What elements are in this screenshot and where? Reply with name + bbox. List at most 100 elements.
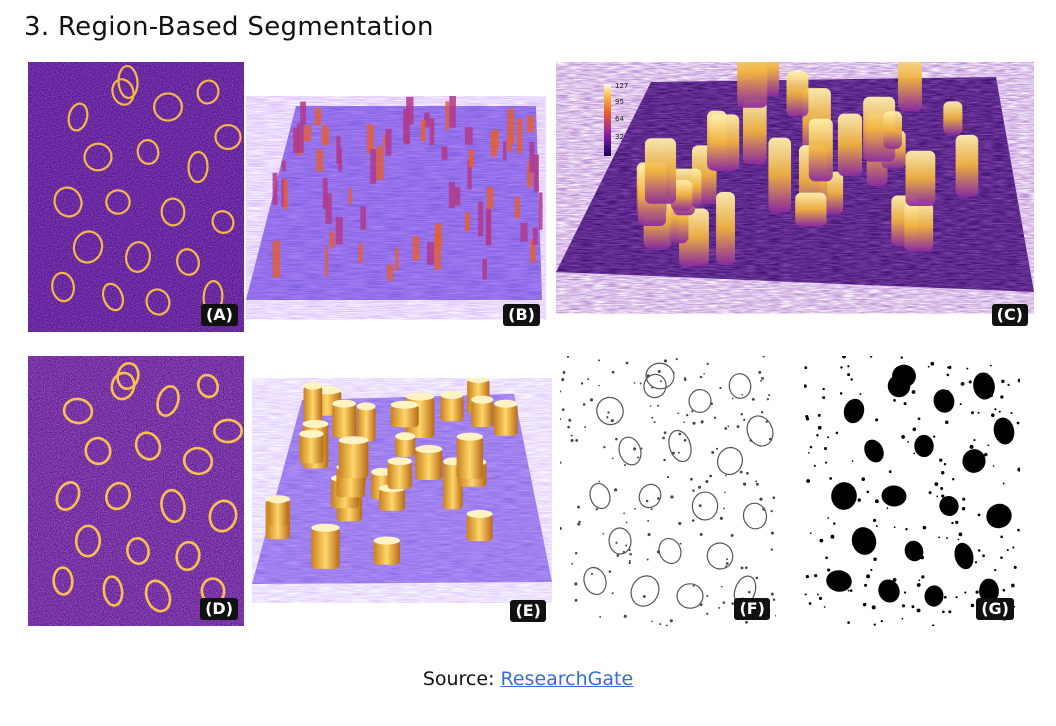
- noise-dot: [875, 525, 878, 527]
- noise-dot: [872, 518, 877, 522]
- noise-dot: [847, 373, 851, 377]
- noise-dot: [818, 596, 823, 601]
- noise-dot: [813, 464, 816, 467]
- noise-dot: [731, 602, 734, 605]
- noise-dot: [816, 433, 819, 437]
- noise-dot: [625, 544, 628, 547]
- pillar-top: [302, 419, 329, 428]
- noise-dot: [698, 485, 702, 489]
- segmented-blob: [826, 570, 852, 592]
- surface-spike: [420, 120, 426, 142]
- cell-ring: [117, 64, 139, 100]
- noise-dot: [922, 525, 927, 530]
- pillar-top: [387, 457, 412, 466]
- noise-dot: [977, 411, 980, 414]
- noise-dot: [968, 380, 972, 384]
- noise-dot: [809, 532, 812, 535]
- noise-dot: [598, 359, 601, 362]
- noise-dot: [755, 482, 759, 486]
- noise-dot: [943, 463, 947, 466]
- noise-dot: [628, 559, 631, 562]
- surface-pillar: [768, 137, 792, 213]
- panel-g-label: (G): [976, 598, 1014, 620]
- noise-dot: [847, 621, 850, 624]
- noise-dot: [901, 604, 906, 608]
- cell-ring: [62, 397, 94, 425]
- noise-dot: [606, 416, 609, 419]
- noise-dot: [987, 444, 990, 447]
- colorbar-tick: 127: [615, 82, 628, 90]
- surface-pillar: [795, 192, 827, 227]
- surface-spike: [387, 264, 394, 281]
- cell-ring: [618, 436, 642, 466]
- surface-spike: [335, 217, 343, 245]
- surface-pillar: [644, 138, 677, 204]
- surface-pillar: [716, 191, 735, 266]
- segmented-blob: [892, 364, 916, 388]
- noise-dot: [1017, 467, 1020, 472]
- noise-dot: [807, 452, 810, 454]
- surface-pillar: [466, 513, 493, 542]
- surface-pillar: [378, 488, 406, 511]
- noise-dot: [840, 366, 843, 369]
- noise-dot: [918, 579, 921, 582]
- panel-d-graphic: [28, 356, 244, 626]
- segmented-blob: [933, 389, 955, 413]
- surface-spike: [303, 125, 312, 142]
- noise-dot: [804, 593, 807, 596]
- pillar-top: [303, 381, 323, 390]
- noise-dot: [864, 583, 868, 587]
- noise-dot: [1010, 412, 1013, 415]
- noise-dot: [568, 418, 572, 422]
- surface-pillar: [390, 404, 419, 428]
- noise-dot: [888, 470, 892, 474]
- noise-dot: [921, 575, 925, 579]
- panel-d-image: (D): [28, 356, 244, 626]
- noise-dot: [927, 365, 930, 368]
- noise-dot: [615, 541, 618, 544]
- surface-pillar: [904, 202, 934, 252]
- noise-dot: [679, 542, 682, 545]
- noise-dot: [928, 491, 932, 495]
- noise-dot: [940, 487, 944, 491]
- noise-dot: [946, 373, 950, 377]
- noise-dot: [948, 610, 952, 614]
- surface-spike: [272, 240, 281, 278]
- section-heading: 3. Region-Based Segmentation: [24, 12, 434, 42]
- noise-dot: [829, 477, 833, 480]
- noise-dot: [866, 490, 870, 494]
- noise-dot: [571, 562, 574, 565]
- surface-spike: [464, 127, 473, 145]
- noise-dot: [562, 371, 566, 374]
- noise-dot: [835, 431, 839, 435]
- surface-spike: [412, 236, 420, 261]
- surface-spike: [322, 178, 328, 209]
- noise-dot: [1017, 378, 1020, 383]
- noise-dot: [692, 584, 695, 587]
- surface-spike: [325, 246, 329, 277]
- segmented-blob: [973, 372, 995, 400]
- noise-dot: [623, 512, 626, 515]
- noise-dot: [948, 365, 952, 370]
- noise-dot: [706, 612, 709, 615]
- noise-dot: [723, 507, 725, 510]
- noise-dot: [830, 534, 835, 539]
- noise-dot: [706, 362, 709, 365]
- noise-dot: [761, 376, 764, 380]
- noise-dot: [713, 416, 717, 419]
- noise-dot: [892, 577, 897, 582]
- researchgate-link[interactable]: ResearchGate: [500, 668, 634, 690]
- noise-dot: [686, 414, 689, 417]
- cell-ring: [706, 542, 734, 570]
- surface-spike: [300, 101, 306, 125]
- segmented-blob: [939, 495, 959, 517]
- noise-dot: [859, 393, 862, 395]
- colorbar: [604, 84, 611, 156]
- panel-a-image: (A): [28, 62, 244, 332]
- pillar-top: [395, 432, 416, 441]
- surface-spike: [538, 192, 543, 230]
- noise-dot: [719, 516, 723, 520]
- cell-ring: [145, 288, 171, 316]
- surface-spike: [296, 123, 304, 153]
- noise-dot: [970, 603, 975, 608]
